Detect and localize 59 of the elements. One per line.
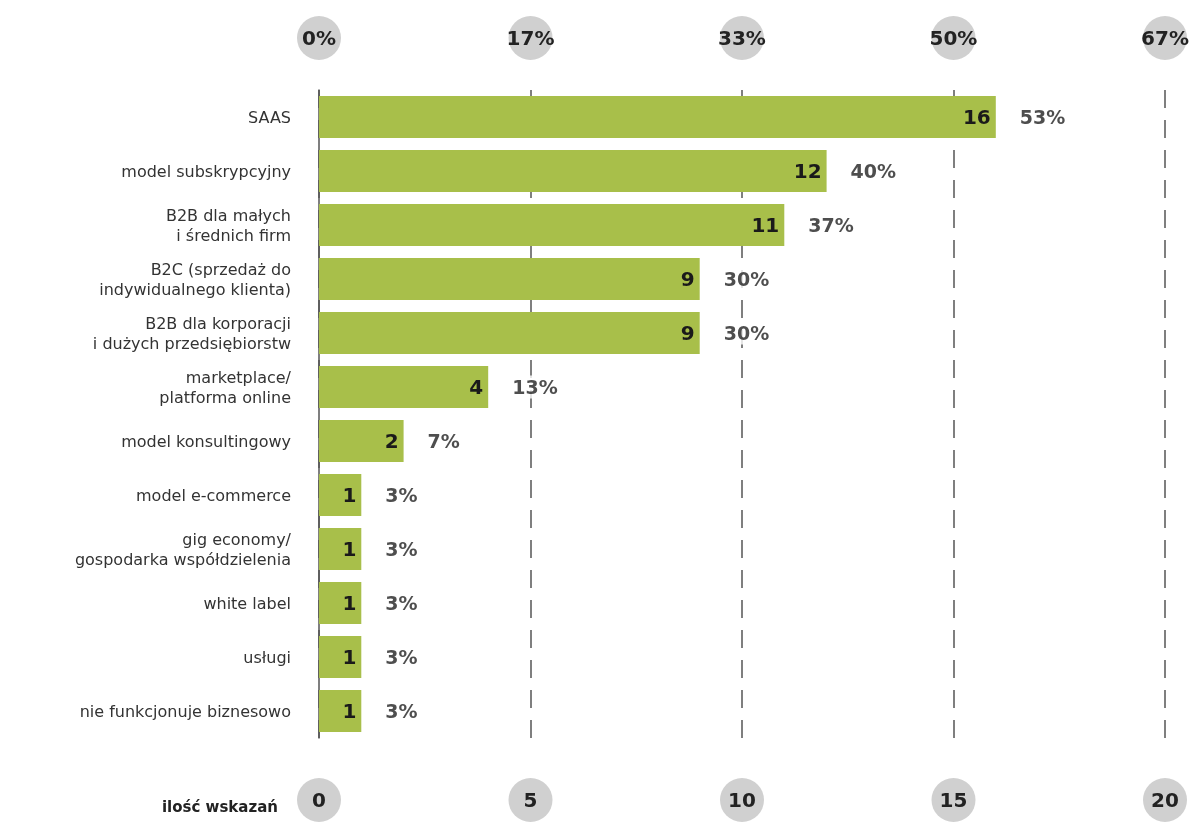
annotation: 37% xyxy=(808,214,854,236)
y-tick-label: model konsultingowy xyxy=(121,431,291,451)
annotation: 40% xyxy=(850,160,897,182)
annotation: 53% xyxy=(1019,106,1066,128)
annotation: 3% xyxy=(385,592,418,614)
y-tick-label: gig economy/ gospodarka współdzielenia xyxy=(74,529,292,569)
bar xyxy=(319,150,827,192)
data-label: 1 xyxy=(342,537,357,561)
x-tick-label: 0 xyxy=(312,788,326,812)
bar xyxy=(319,474,362,516)
x2-tick-label: 33% xyxy=(718,26,766,50)
x-tick-label: 15 xyxy=(939,788,968,812)
bar xyxy=(319,366,489,408)
bar xyxy=(319,204,785,246)
bar xyxy=(319,96,996,138)
data-label: 9 xyxy=(680,321,695,345)
data-label: 1 xyxy=(342,591,357,615)
x-tick-label: 10 xyxy=(728,788,756,812)
y-tick-label: B2C (sprzedaż do indywidualnego klienta) xyxy=(99,259,291,299)
data-label: 9 xyxy=(680,267,695,291)
annotation: 3% xyxy=(385,484,418,506)
y-tick-label: model subskrypcyjny xyxy=(121,161,291,181)
annotation: 3% xyxy=(385,538,418,560)
data-label: 4 xyxy=(469,375,484,399)
data-label: 12 xyxy=(793,159,822,183)
y-tick-label: model e-commerce xyxy=(136,485,291,505)
x-tick-label: 20 xyxy=(1151,788,1179,812)
bar xyxy=(319,258,700,300)
y-tick-label: usługi xyxy=(243,647,291,667)
x2-tick-label: 67% xyxy=(1141,26,1189,50)
data-label: 1 xyxy=(342,645,357,669)
bar xyxy=(319,636,362,678)
x2-tick-label: 17% xyxy=(506,26,555,50)
y-tick-label: B2B dla korporacji i dużych przedsiębiorstw xyxy=(92,313,291,353)
y-tick-label: white label xyxy=(203,593,291,613)
x2-tick-label: 50% xyxy=(929,26,978,50)
annotation: 30% xyxy=(723,322,770,344)
y-tick-label: B2B dla małych i średnich firm xyxy=(165,205,291,245)
bar xyxy=(319,420,404,462)
data-label: 2 xyxy=(384,429,399,453)
data-label: 11 xyxy=(751,213,780,237)
x-tick-label: 5 xyxy=(523,788,538,812)
data-label: 1 xyxy=(342,699,357,723)
y-tick-label: SAAS xyxy=(248,107,291,127)
data-label: 1 xyxy=(342,483,357,507)
bar xyxy=(319,690,362,732)
annotation: 13% xyxy=(512,376,558,398)
y-tick-label: nie funkcjonuje biznesowo xyxy=(79,701,291,721)
annotation: 3% xyxy=(385,700,418,722)
x2-tick-label: 0% xyxy=(302,26,336,50)
bar xyxy=(319,582,362,624)
y-tick-label: marketplace/ platforma online xyxy=(159,367,292,407)
bar xyxy=(319,528,362,570)
annotation: 30% xyxy=(723,268,770,290)
annotation: 3% xyxy=(385,646,418,668)
data-label: 16 xyxy=(962,105,991,129)
bar xyxy=(319,312,700,354)
x-axis-title: ilość wskazań xyxy=(161,797,278,816)
annotation: 7% xyxy=(427,430,460,452)
